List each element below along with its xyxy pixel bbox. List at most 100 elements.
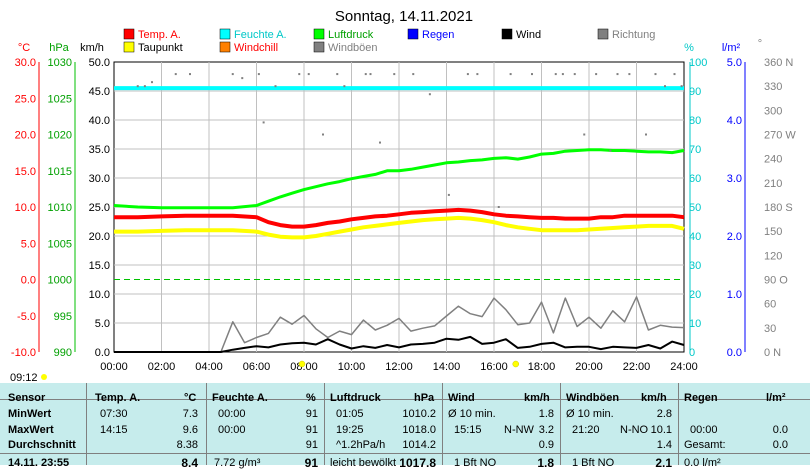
stats-current-weather: leicht bewölkt: [330, 457, 397, 469]
stats-max-gust-dir: N-NO: [620, 424, 649, 436]
rain-tick: 4.0: [727, 115, 742, 127]
legend-label: Regen: [422, 29, 454, 41]
legend-swatch: [313, 41, 325, 53]
wind-tick: 30.0: [89, 173, 110, 185]
direction-axis-unit: °: [758, 38, 762, 50]
wind-tick: 50.0: [89, 57, 110, 69]
wind-tick: 45.0: [89, 86, 110, 98]
direction-tick: 180 S: [764, 202, 793, 214]
series-luftdruck: [113, 148, 685, 210]
x-tick: 18:00: [528, 361, 556, 373]
series-group: [113, 73, 685, 353]
direction-point: [393, 73, 396, 76]
x-tick: 12:00: [385, 361, 413, 373]
pressure-tick: 995: [54, 311, 72, 323]
temp-tick: 0.0: [21, 275, 36, 287]
stats-avg-gust: 1.4: [656, 439, 672, 451]
stats-max-temp: 9.6: [182, 424, 198, 436]
stats-min-gust-label: Ø 10 min.: [566, 408, 614, 420]
direction-point: [573, 73, 576, 76]
legend-swatch: [501, 28, 513, 40]
stats-max-rain-time: 00:00: [690, 424, 718, 436]
stats-current-press: 1017.8: [399, 456, 436, 470]
direction-point: [143, 85, 146, 88]
wind-tick: 40.0: [89, 115, 110, 127]
direction-point: [497, 206, 500, 208]
sun-marker-icon: [512, 360, 519, 368]
stats-max-hum-time: 00:00: [218, 424, 246, 436]
direction-tick: 270 W: [764, 130, 796, 142]
stats-current-temp: 8.4: [181, 456, 198, 470]
stats-header-rain-unit: l/m²: [766, 392, 786, 404]
direction-tick: 330: [764, 81, 782, 93]
direction-tick: 0 N: [764, 347, 781, 359]
series-wind: [114, 335, 685, 353]
humidity-tick: 70: [689, 144, 701, 156]
direction-tick: 30: [764, 323, 776, 335]
direction-point: [262, 121, 265, 124]
rain-tick: 2.0: [727, 231, 742, 243]
stats-current-rain: 0.0 l/m²: [684, 457, 721, 469]
pressure-tick: 1015: [48, 166, 72, 178]
pressure-tick: 1010: [48, 202, 72, 214]
pressure-tick: 1000: [48, 275, 72, 287]
stats-max-press-time: 19:25: [336, 424, 364, 436]
direction-tick: 150: [764, 226, 782, 238]
x-tick: 08:00: [290, 361, 318, 373]
x-tick: 02:00: [148, 361, 176, 373]
direction-point: [336, 73, 339, 76]
temp-tick: -5.0: [17, 311, 36, 323]
direction-point: [307, 73, 310, 76]
temp-tick: 25.0: [15, 93, 36, 105]
stats-max-wind: 3.2: [538, 424, 554, 436]
stats-min-press-time: 01:05: [336, 408, 364, 420]
x-tick: 04:00: [195, 361, 223, 373]
direction-point: [583, 133, 586, 136]
series-temp-a: [114, 207, 685, 229]
direction-point: [274, 85, 277, 88]
stats-header-press-unit: hPa: [414, 392, 435, 404]
stats-min-gust: 2.8: [656, 408, 672, 420]
x-tick: 20:00: [575, 361, 603, 373]
weather-chart: Sonntag, 14.11.2021 Temp. A. Feuchte A. Lu…: [10, 8, 797, 383]
legend-label: Wind: [516, 29, 541, 41]
humidity-tick: 30: [689, 260, 701, 272]
direction-point: [364, 73, 367, 76]
current-time: 09:12: [10, 372, 38, 383]
stats-header-gust-unit: km/h: [641, 392, 667, 404]
stats-header-hum-unit: %: [306, 392, 316, 404]
direction-tick: 90 O: [764, 275, 788, 287]
x-tick: 10:00: [338, 361, 366, 373]
wind-tick: 5.0: [95, 318, 110, 330]
legend-swatch: [313, 28, 325, 40]
stats-avg-wind: 0.9: [538, 439, 554, 451]
direction-point: [476, 73, 479, 76]
stats-current-hum-extra: 7.72 g/m³: [214, 457, 261, 469]
temp-axis-unit: °C: [18, 42, 30, 54]
humidity-tick: 50: [689, 202, 701, 214]
temp-tick: -10.0: [11, 347, 36, 359]
direction-point: [531, 73, 533, 76]
stats-avg-press-label: ^1.2hPa/h: [336, 439, 386, 451]
statistics-panel: Sensor Temp. A. °C Feuchte A. % Luftdruc…: [0, 383, 810, 470]
legend-label: Feuchte A.: [234, 29, 287, 41]
rain-tick: 3.0: [727, 173, 742, 185]
direction-point: [428, 93, 431, 96]
temp-tick: 30.0: [15, 57, 36, 69]
stats-header-hum: Feuchte A.: [212, 392, 268, 404]
stats-header-temp-unit: °C: [184, 392, 197, 404]
stats-header-wind-unit: km/h: [524, 392, 550, 404]
chart-title: Sonntag, 14.11.2021: [335, 8, 473, 25]
x-tick: 06:00: [243, 361, 271, 373]
direction-tick: 240: [764, 154, 782, 166]
x-tick: 14:00: [433, 361, 461, 373]
stats-header-temp: Temp. A.: [95, 392, 141, 404]
legend-swatch: [123, 41, 135, 53]
stats-header-sensor: Sensor: [8, 392, 46, 404]
direction-point: [673, 73, 676, 76]
x-tick: 00:00: [100, 361, 128, 373]
x-tick: 16:00: [480, 361, 508, 373]
stats-min-wind: 1.8: [538, 408, 554, 420]
humidity-tick: 100: [689, 57, 707, 69]
stats-avg-rain-label: Gesamt:: [684, 439, 726, 451]
